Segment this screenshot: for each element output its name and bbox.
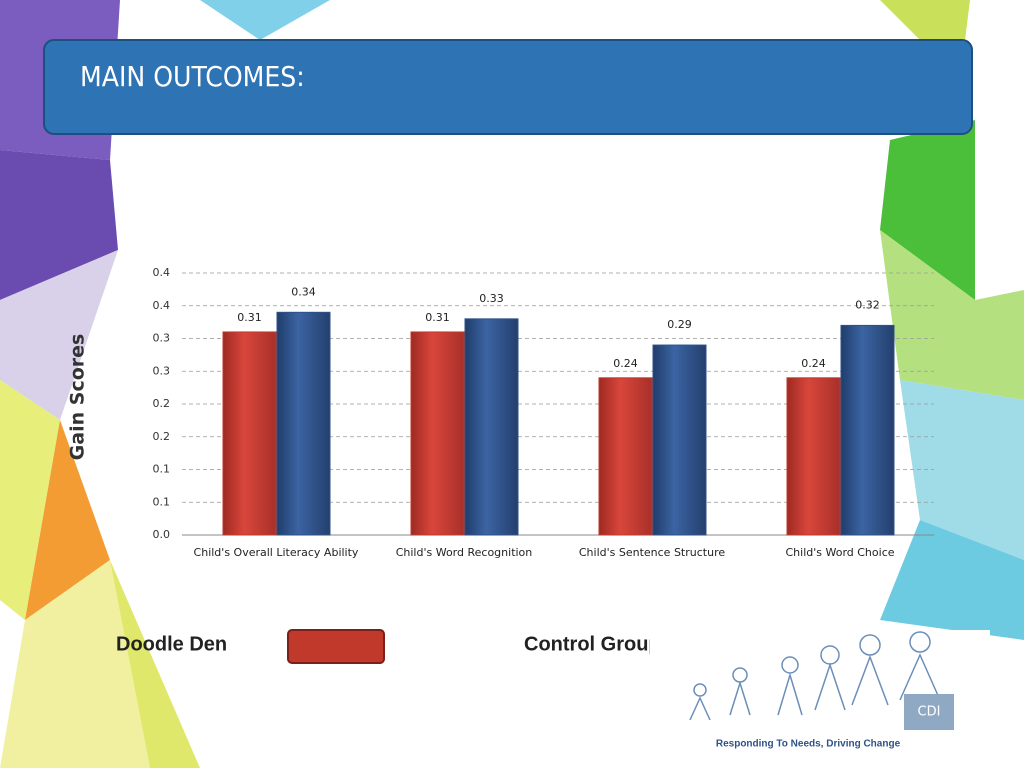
bar <box>276 311 331 536</box>
x-tick-label: Child's Word Recognition <box>396 546 533 559</box>
logo-figures <box>689 631 941 721</box>
bar <box>222 331 277 536</box>
title-banner <box>43 39 973 135</box>
y-tick-label: 0.1 <box>153 495 171 508</box>
legend-swatch <box>287 629 385 664</box>
legend: Doodle Den Control Group <box>116 629 661 664</box>
y-axis-label: Gain Scores <box>67 334 89 461</box>
logo-name: CDI <box>918 705 941 720</box>
y-tick-label: 0.0 <box>153 528 171 541</box>
data-label: 0.32 <box>855 298 880 311</box>
data-label: 0.34 <box>291 285 316 298</box>
y-tick-label: 0.2 <box>153 430 171 443</box>
logo-tagline: Responding To Needs, Driving Change <box>716 739 901 750</box>
y-tick-label: 0.3 <box>153 332 171 345</box>
y-tick-label: 0.4 <box>153 266 171 279</box>
plot-area: 0.0 0.1 0.1 0.2 0.2 0.3 0.3 0.4 0.4 Child's Overa… <box>153 266 934 559</box>
bar <box>840 324 895 536</box>
y-tick-label: 0.1 <box>153 463 171 476</box>
bar <box>786 377 841 536</box>
x-tick-label: Child's Sentence Structure <box>579 546 725 559</box>
data-label: 0.33 <box>479 292 504 305</box>
bar <box>410 331 465 536</box>
y-tick-label: 0.4 <box>153 299 171 312</box>
y-tick-label: 0.2 <box>153 397 171 410</box>
slide-title: MAIN OUTCOMES: <box>80 60 305 93</box>
legend-label: Doodle Den <box>116 633 227 655</box>
logo-box <box>904 694 954 730</box>
data-label: 0.24 <box>801 357 826 370</box>
data-label: 0.31 <box>425 311 450 324</box>
bar <box>652 344 707 536</box>
x-tick-label: Child's Word Choice <box>785 546 894 559</box>
bar <box>464 318 519 536</box>
y-tick-label: 0.3 <box>153 364 171 377</box>
x-tick-label: Child's Overall Literacy Ability <box>194 546 359 559</box>
data-label: 0.29 <box>667 318 692 331</box>
data-label: 0.24 <box>613 357 638 370</box>
bar <box>598 377 653 536</box>
logo-background <box>650 630 990 750</box>
logo: CDI Responding To Needs, Driving Change <box>650 630 990 750</box>
data-label: 0.31 <box>237 311 262 324</box>
legend-label: Control Group <box>524 633 661 655</box>
